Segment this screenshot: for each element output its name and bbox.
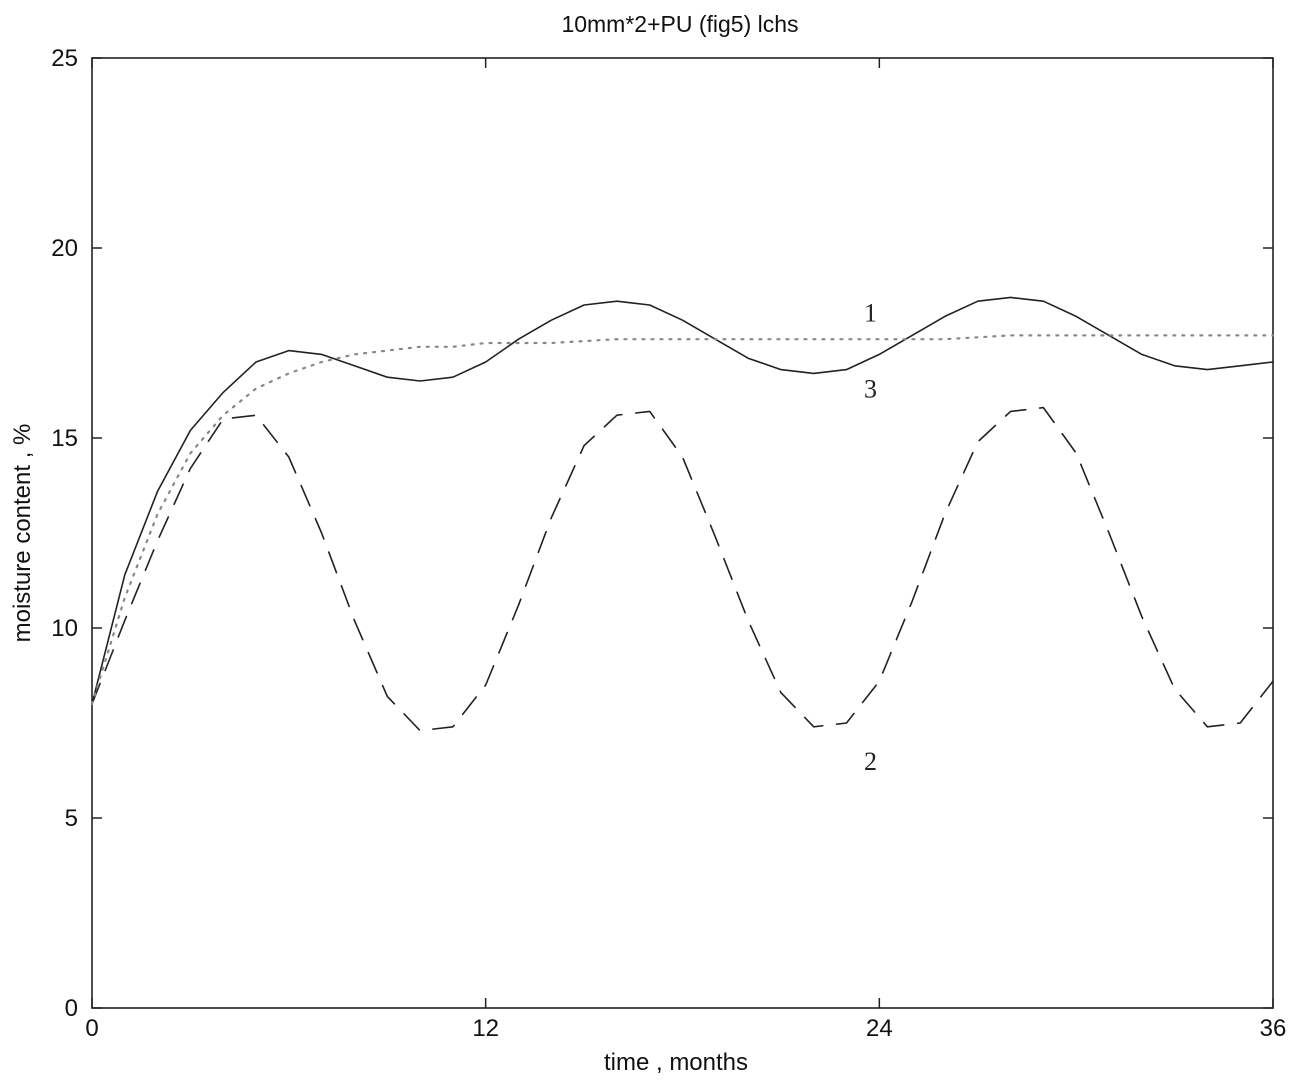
axis-ticks xyxy=(91,57,1274,1009)
series-1-line xyxy=(91,296,1274,705)
series-3-line xyxy=(90,334,1275,706)
plot-frame xyxy=(91,57,1274,1009)
series-2-line xyxy=(91,406,1274,732)
series-layer xyxy=(90,296,1275,732)
y-tick-label: 0 xyxy=(65,995,78,1022)
curve-label-1: 1 xyxy=(864,299,877,328)
y-tick-label: 5 xyxy=(65,805,78,832)
y-tick-label: 20 xyxy=(51,235,78,262)
curve-label-3: 3 xyxy=(864,375,877,404)
y-tick-label: 15 xyxy=(51,425,78,452)
x-tick-label: 12 xyxy=(472,1015,499,1042)
y-tick-label: 10 xyxy=(51,615,78,642)
curve-label-2: 2 xyxy=(864,747,877,776)
x-axis-label: time , months xyxy=(604,1049,748,1076)
y-tick-label: 25 xyxy=(51,45,78,72)
chart-title: 10mm*2+PU (fig5) lchs xyxy=(561,11,798,37)
y-axis-label: moisture content , % xyxy=(9,424,36,643)
x-tick-label: 24 xyxy=(866,1015,893,1042)
x-tick-label: 0 xyxy=(85,1015,98,1042)
curve-labels: 1 3 2 xyxy=(864,299,877,776)
x-tick-label: 36 xyxy=(1260,1015,1287,1042)
